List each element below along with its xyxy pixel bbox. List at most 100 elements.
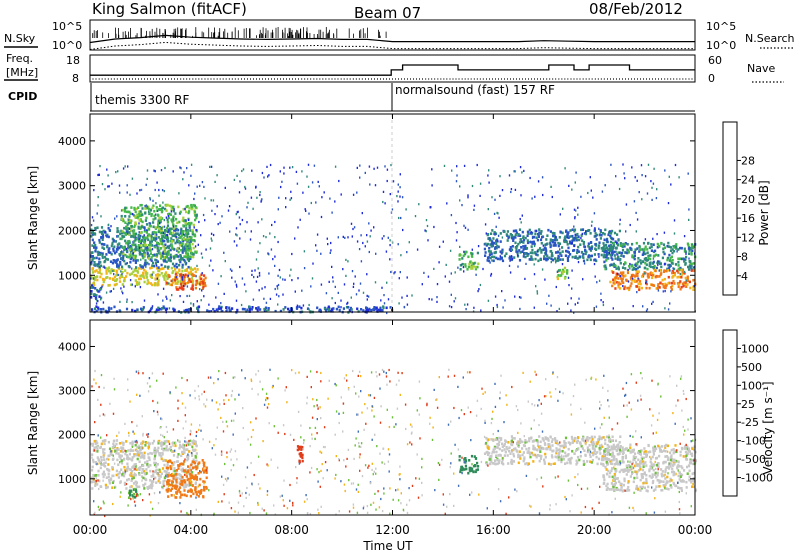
power-scatter bbox=[617, 272, 619, 275]
velocity-cell bbox=[560, 456, 563, 459]
power-scatter bbox=[262, 235, 265, 238]
power-scatter bbox=[406, 303, 409, 306]
power-cell bbox=[137, 239, 140, 242]
velocity-cell bbox=[118, 470, 121, 474]
power-cell bbox=[95, 305, 98, 308]
power-cell bbox=[90, 255, 93, 258]
power-cell bbox=[652, 284, 656, 287]
power-colorbar-tick-label: 24 bbox=[741, 174, 755, 187]
power-cell bbox=[546, 234, 549, 237]
power-cell bbox=[98, 265, 101, 269]
power-scatter bbox=[155, 264, 158, 267]
power-cell bbox=[616, 258, 619, 261]
power-scatter bbox=[201, 256, 204, 259]
power-cell bbox=[172, 231, 175, 235]
velocity-cell bbox=[587, 439, 590, 442]
velocity-cell bbox=[593, 442, 596, 446]
power-cell bbox=[635, 285, 639, 288]
power-cell bbox=[94, 287, 97, 290]
velocity-cell bbox=[186, 483, 189, 487]
power-cell bbox=[150, 240, 153, 243]
power-scatter bbox=[187, 218, 190, 221]
power-cell bbox=[566, 259, 570, 262]
power-scatter bbox=[325, 292, 328, 295]
power-scatter bbox=[148, 210, 150, 213]
power-cell bbox=[137, 245, 140, 249]
power-cell bbox=[121, 234, 124, 238]
velocity-cell bbox=[153, 470, 156, 474]
power-cell bbox=[584, 252, 587, 256]
velocity-cell bbox=[116, 458, 119, 462]
power-cell bbox=[553, 234, 556, 238]
power-cell bbox=[686, 283, 689, 286]
power-scatter bbox=[453, 300, 455, 303]
velocity-cell bbox=[142, 455, 145, 459]
power-scatter bbox=[256, 275, 259, 278]
power-cell bbox=[133, 309, 137, 313]
power-cell bbox=[515, 231, 518, 235]
power-cell bbox=[323, 307, 327, 311]
power-cell bbox=[567, 251, 570, 254]
power-cell bbox=[116, 243, 119, 246]
power-scatter bbox=[330, 249, 332, 252]
power-scatter bbox=[555, 261, 557, 264]
power-cell bbox=[617, 284, 620, 287]
velocity-cell bbox=[131, 440, 134, 444]
power-cell bbox=[134, 245, 137, 249]
power-scatter bbox=[497, 212, 499, 215]
power-cell bbox=[356, 307, 359, 311]
power-cell bbox=[633, 278, 636, 282]
power-cell bbox=[121, 275, 124, 278]
power-scatter bbox=[636, 291, 638, 294]
power-scatter bbox=[496, 211, 498, 214]
power-cell bbox=[626, 248, 629, 251]
velocity-cell bbox=[170, 461, 174, 465]
power-cell bbox=[306, 307, 310, 310]
power-cell bbox=[658, 286, 661, 289]
power-cell bbox=[185, 239, 188, 242]
power-cell bbox=[96, 264, 99, 268]
power-cell bbox=[118, 253, 121, 256]
power-cell bbox=[250, 308, 253, 311]
power-scatter bbox=[670, 183, 672, 186]
power-scatter bbox=[165, 295, 167, 298]
power-cell bbox=[111, 277, 114, 281]
power-cell bbox=[514, 236, 517, 239]
velocity-cell bbox=[94, 442, 97, 446]
velocity-cell bbox=[131, 477, 134, 481]
power-scatter bbox=[663, 263, 666, 266]
power-cell bbox=[188, 210, 191, 213]
power-cell bbox=[648, 286, 651, 290]
velocity-cell bbox=[583, 449, 586, 452]
power-cell bbox=[169, 283, 172, 286]
power-scatter bbox=[593, 263, 596, 266]
power-scatter bbox=[465, 308, 467, 311]
velocity-cell bbox=[168, 447, 171, 451]
power-cell bbox=[161, 237, 164, 240]
power-scatter bbox=[488, 169, 490, 172]
power-cell bbox=[531, 251, 534, 255]
power-cell bbox=[156, 253, 159, 257]
power-cell bbox=[143, 253, 146, 257]
power-cell bbox=[603, 244, 606, 248]
velocity-cell bbox=[205, 466, 208, 470]
velocity-cell bbox=[163, 479, 166, 482]
velocity-cell bbox=[532, 460, 535, 463]
power-scatter bbox=[592, 196, 594, 199]
power-cell bbox=[108, 308, 111, 312]
velocity-cell bbox=[161, 452, 164, 455]
power-scatter bbox=[194, 245, 197, 248]
power-scatter bbox=[542, 193, 544, 197]
power-cell bbox=[105, 269, 108, 273]
velocity-cell bbox=[173, 469, 177, 473]
velocity-cell bbox=[589, 455, 592, 459]
power-scatter bbox=[231, 276, 233, 279]
power-cell bbox=[512, 229, 515, 233]
velocity-cell bbox=[143, 470, 146, 473]
power-cell bbox=[123, 210, 126, 213]
velocity-cell bbox=[91, 468, 94, 472]
power-cell bbox=[188, 278, 191, 281]
power-scatter bbox=[400, 216, 402, 220]
power-scatter bbox=[192, 303, 195, 306]
power-scatter bbox=[179, 295, 181, 298]
